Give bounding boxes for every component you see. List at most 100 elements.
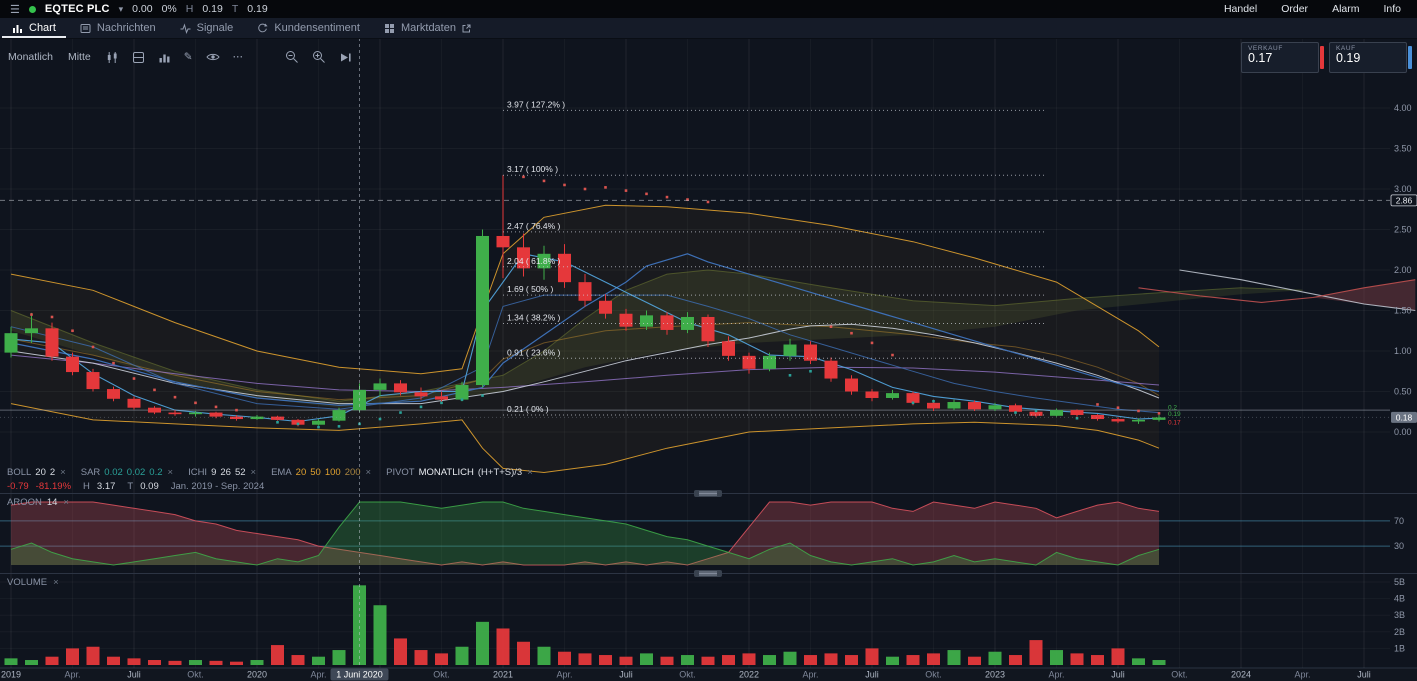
candle-style-icon[interactable]	[106, 51, 119, 64]
candle	[250, 416, 264, 420]
indicators-icon[interactable]	[158, 51, 171, 64]
time-axis-label: 2024	[1231, 670, 1251, 680]
time-axis-label: Okt.	[433, 670, 450, 680]
candle	[394, 383, 407, 393]
tab-nachrichten[interactable]: Nachrichten	[68, 18, 168, 38]
time-axis-label: Apr.	[1048, 670, 1064, 680]
fib-label: 2.47 ( 76.4% )	[507, 221, 561, 231]
indicator-param: 0.02	[126, 467, 146, 478]
candle	[1111, 419, 1125, 422]
close-icon[interactable]: ×	[250, 467, 257, 478]
indicator-label: PIVOT	[386, 467, 415, 478]
candle	[291, 419, 305, 425]
pane-resize-handle[interactable]	[694, 570, 722, 577]
indicator-param: 20	[35, 467, 46, 478]
stat-change-pct: -81.19%	[35, 481, 72, 492]
time-axis[interactable]	[0, 668, 1417, 681]
tab-marktdaten[interactable]: Marktdaten	[372, 18, 483, 38]
volume-bar	[660, 656, 674, 665]
more-icon[interactable]: ⋯	[232, 51, 244, 63]
buy-button[interactable]: KAUF 0.19	[1329, 42, 1412, 73]
zoom-in-icon[interactable]	[312, 50, 326, 64]
refresh-icon	[257, 22, 268, 34]
symbol-dropdown-caret-icon[interactable]: ▾	[118, 3, 124, 14]
candles	[4, 175, 1166, 427]
main-price-pane[interactable]	[0, 175, 1416, 474]
volume-bar	[1132, 658, 1145, 665]
svg-text:0.18: 0.18	[1396, 412, 1413, 422]
volume-bar	[968, 656, 981, 665]
tab-marktdaten-label: Marktdaten	[400, 22, 456, 34]
chart-toolbar: Monatlich Mitte ✎ ⋯	[8, 47, 352, 67]
price-axis-label: 1.00	[1394, 346, 1412, 356]
candle	[1070, 410, 1084, 415]
candle	[886, 393, 899, 398]
volume-bar	[25, 660, 38, 665]
timeframe-select[interactable]: Monatlich	[8, 51, 53, 63]
volume-pane[interactable]	[4, 585, 1166, 665]
indicator-param: (H+T+S)/3	[477, 467, 523, 478]
candle	[1152, 417, 1166, 420]
candle	[537, 253, 551, 269]
zoom-out-icon[interactable]	[285, 50, 299, 64]
candle	[763, 355, 776, 369]
volume-bar	[291, 655, 305, 665]
indicator-param: 0.02	[104, 467, 123, 478]
candle	[578, 282, 592, 301]
sell-button[interactable]: VERKAUF 0.17	[1241, 42, 1324, 73]
close-icon[interactable]: ×	[167, 467, 174, 478]
aroon-label: AROON	[7, 497, 42, 508]
time-axis-label: Apr.	[310, 670, 326, 680]
tab-kundensentiment[interactable]: Kundensentiment	[245, 18, 372, 38]
fib-label: 0.91 ( 23.6% )	[507, 347, 561, 357]
close-icon[interactable]: ×	[53, 577, 59, 588]
aroon-pane[interactable]	[10, 501, 1160, 566]
volume-bar	[1009, 655, 1022, 665]
eye-icon[interactable]	[205, 51, 220, 63]
tab-kundensentiment-label: Kundensentiment	[274, 22, 360, 34]
time-axis-label: Okt.	[187, 670, 204, 680]
buy-label: KAUF	[1336, 45, 1356, 52]
menu-item-info[interactable]: Info	[1383, 3, 1401, 15]
goto-latest-icon[interactable]	[339, 51, 352, 64]
menu-item-order[interactable]: Order	[1281, 3, 1309, 15]
volume-bar	[722, 655, 735, 665]
status-dot-icon	[28, 5, 36, 13]
candle	[660, 315, 674, 330]
candle	[107, 389, 120, 399]
indicator-param: 100	[324, 467, 341, 478]
close-icon[interactable]: ×	[527, 467, 533, 478]
time-axis-label: Juli	[619, 670, 633, 680]
time-axis-label: 2019	[1, 670, 21, 680]
menu-item-handel[interactable]: Handel	[1223, 3, 1258, 15]
candle	[86, 372, 100, 390]
candle	[455, 385, 469, 400]
time-axis-label: Juli	[1111, 670, 1125, 680]
svg-text:1 Juni 2020: 1 Juni 2020	[336, 670, 383, 680]
chart-tab-icon	[12, 23, 23, 34]
menu-item-alarm[interactable]: Alarm	[1332, 3, 1360, 15]
aroon-axis-label: 70	[1394, 516, 1404, 526]
indicator-param: 2	[49, 467, 56, 478]
close-icon[interactable]: ×	[63, 497, 69, 508]
tab-signale[interactable]: Signale	[168, 18, 246, 38]
indicator-param: 52	[234, 467, 246, 478]
signal-icon	[180, 22, 191, 34]
pane-resize-handle[interactable]	[694, 490, 722, 497]
fib-retracement[interactable]: 3.97 ( 127.2% ) 3.17 ( 100% ) 2.47 ( 76.4%…	[503, 99, 1047, 416]
indicator-param: 26	[220, 467, 231, 478]
candle	[968, 402, 981, 410]
top-bar: ☰ EQTEC PLC ▾ 0.00 0% H 0.19 T 0.19 Hand…	[0, 0, 1417, 18]
layout-icon[interactable]	[132, 51, 145, 64]
menu-icon[interactable]: ☰	[10, 3, 20, 16]
volume-bar	[824, 653, 838, 665]
close-icon[interactable]: ×	[365, 467, 372, 478]
tab-chart[interactable]: Chart	[0, 18, 68, 38]
close-icon[interactable]: ×	[60, 467, 66, 478]
draw-icon[interactable]: ✎	[183, 51, 193, 63]
candle	[271, 416, 284, 420]
candle	[1091, 414, 1104, 420]
align-select[interactable]: Mitte	[67, 51, 91, 63]
